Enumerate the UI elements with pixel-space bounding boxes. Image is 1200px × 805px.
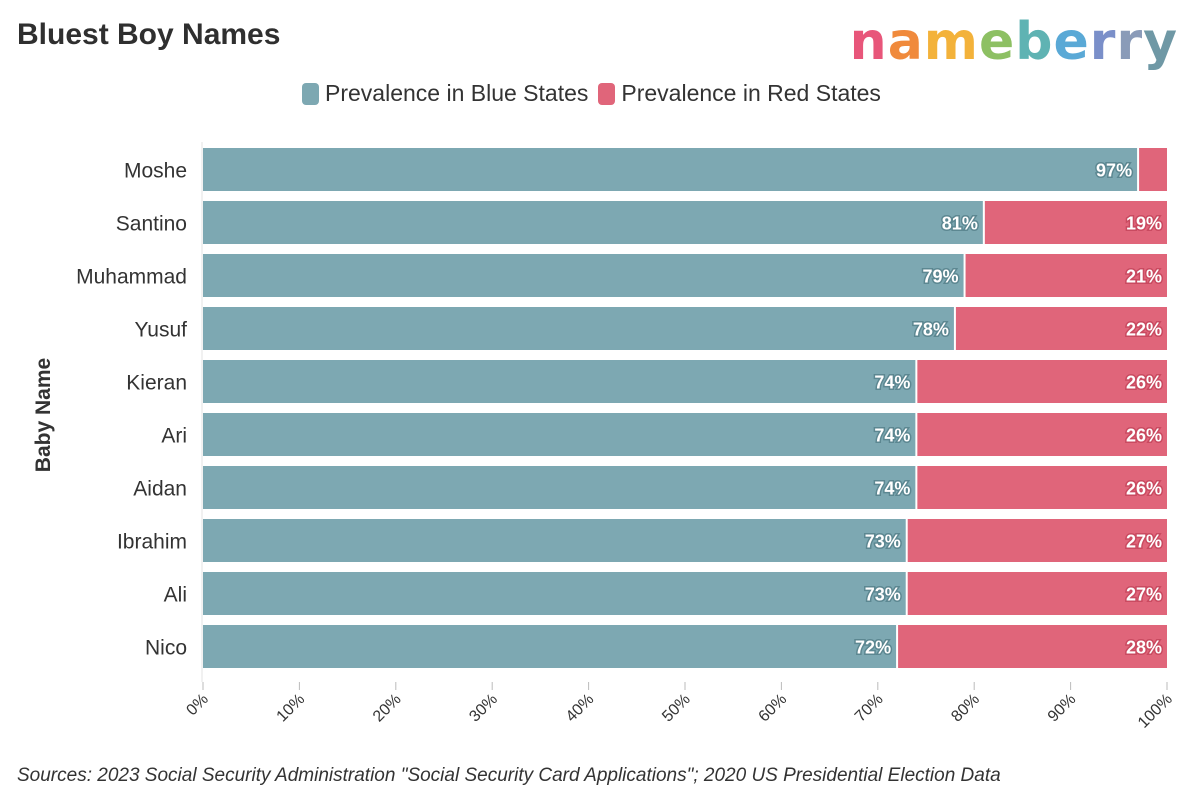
category-label: Ali xyxy=(164,584,187,607)
data-label-red: 22% xyxy=(1126,320,1162,340)
x-tick-label: 70% xyxy=(852,691,887,726)
data-label-red: 26% xyxy=(1126,373,1162,393)
legend: Prevalence in Blue States Prevalence in … xyxy=(302,80,881,107)
bar-blue-ari xyxy=(203,413,917,456)
x-tick-label: 80% xyxy=(948,691,983,726)
data-label-blue: 73% xyxy=(865,532,901,552)
x-tick-label: 0% xyxy=(183,691,211,719)
bar-blue-muhammad xyxy=(203,254,965,297)
bar-red-santino xyxy=(983,201,1167,244)
x-tick-label: 30% xyxy=(466,691,501,726)
legend-label-blue: Prevalence in Blue States xyxy=(325,80,589,106)
x-tick-label: 20% xyxy=(370,691,405,726)
x-tick-label: 10% xyxy=(274,691,309,726)
data-label-red: 28% xyxy=(1126,638,1162,658)
bar-blue-ibrahim xyxy=(203,519,907,562)
bar-blue-yusuf xyxy=(203,307,955,350)
bar-red-nico xyxy=(897,625,1167,668)
legend-item-blue: Prevalence in Blue States xyxy=(302,80,588,107)
category-label: Aidan xyxy=(133,478,187,501)
logo-letter: b xyxy=(1015,12,1054,72)
data-label-red: 19% xyxy=(1126,214,1162,234)
bar-red-ari xyxy=(916,413,1167,456)
x-tick-label: 100% xyxy=(1135,691,1176,732)
x-tick-label: 40% xyxy=(563,691,598,726)
logo-letter: e xyxy=(1053,12,1090,72)
data-label-red: 27% xyxy=(1126,585,1162,605)
logo-letter: m xyxy=(923,12,979,72)
source-note: Sources: 2023 Social Security Administra… xyxy=(17,765,1001,786)
data-label-blue: 73% xyxy=(865,585,901,605)
bar-red-yusuf xyxy=(954,307,1167,350)
data-label-blue: 79% xyxy=(923,267,959,287)
data-label-red: 21% xyxy=(1126,267,1162,287)
data-label-blue: 81% xyxy=(942,214,978,234)
bar-blue-nico xyxy=(203,625,898,668)
x-tick-label: 50% xyxy=(659,691,694,726)
bar-red-muhammad xyxy=(964,254,1167,297)
category-label: Moshe xyxy=(124,160,187,183)
category-label: Yusuf xyxy=(134,319,187,342)
category-label: Nico xyxy=(145,637,187,660)
legend-swatch-blue xyxy=(302,82,319,105)
data-label-blue: 74% xyxy=(874,426,910,446)
bar-red-moshe xyxy=(1138,148,1167,191)
bar-blue-santino xyxy=(203,201,984,244)
bar-red-ali xyxy=(906,572,1167,615)
legend-item-red: Prevalence in Red States xyxy=(598,80,881,107)
data-label-blue: 72% xyxy=(855,638,891,658)
bar-blue-moshe xyxy=(203,148,1139,191)
y-axis-title: Baby Name xyxy=(32,358,55,472)
data-label-blue: 97% xyxy=(1096,161,1132,181)
bar-red-ibrahim xyxy=(906,519,1167,562)
bar-blue-aidan xyxy=(203,466,917,509)
bar-red-aidan xyxy=(916,466,1167,509)
bar-blue-kieran xyxy=(203,360,917,403)
x-tick-label: 90% xyxy=(1045,691,1080,726)
logo-letter: r xyxy=(1089,12,1117,72)
category-label: Ari xyxy=(161,425,187,448)
data-label-blue: 78% xyxy=(913,320,949,340)
data-label-red: 26% xyxy=(1126,426,1162,446)
data-label-red: 27% xyxy=(1126,532,1162,552)
data-label-red: 26% xyxy=(1126,479,1162,499)
logo-letter: e xyxy=(978,12,1016,72)
stacked-bar-chart: 97% Moshe 81% 19% Santino 79% 21% Muhammad 78% 22… xyxy=(32,142,1176,732)
logo-letter: y xyxy=(1143,12,1178,72)
data-label-blue: 74% xyxy=(874,479,910,499)
bar-red-kieran xyxy=(916,360,1167,403)
legend-label-red: Prevalence in Red States xyxy=(621,80,881,106)
category-label: Kieran xyxy=(126,372,187,395)
logo-letter: n xyxy=(849,12,888,72)
x-tick-label: 60% xyxy=(756,691,791,726)
logo-letter: r xyxy=(1116,12,1144,72)
bar-blue-ali xyxy=(203,572,907,615)
category-label: Ibrahim xyxy=(117,531,187,554)
chart-title: Bluest Boy Names xyxy=(17,18,281,51)
data-label-blue: 74% xyxy=(874,373,910,393)
logo-letter: a xyxy=(887,12,924,72)
category-label: Santino xyxy=(116,213,187,236)
legend-swatch-red xyxy=(598,82,616,105)
category-label: Muhammad xyxy=(76,266,187,289)
nameberry-logo: nameberry xyxy=(850,12,1178,72)
